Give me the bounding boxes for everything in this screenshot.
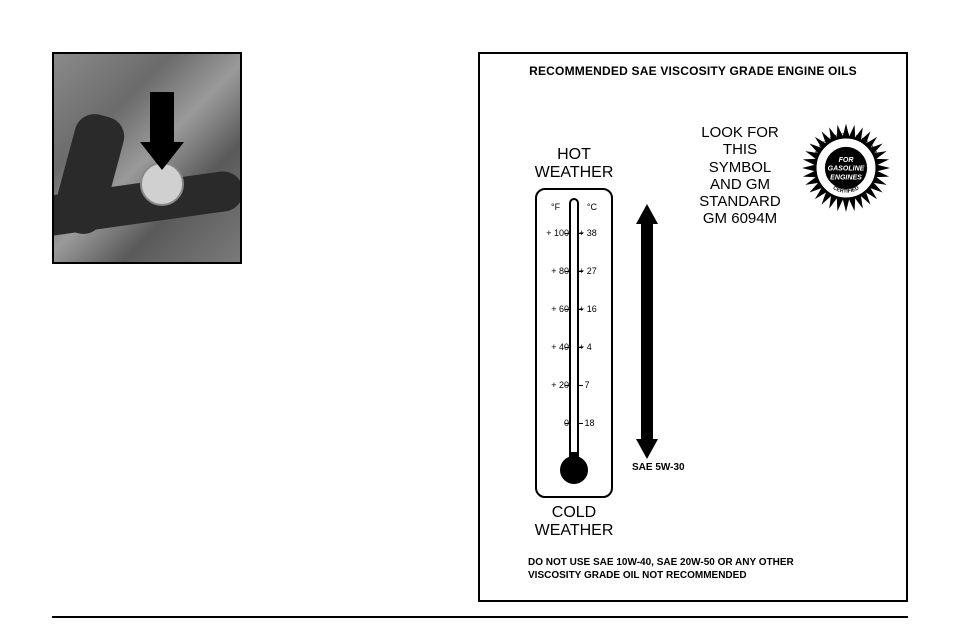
thermometer-tick: + 20- 7 <box>537 380 611 392</box>
page-divider <box>52 616 908 618</box>
tick-celsius: + 16 <box>579 304 607 314</box>
api-starburst-seal-icon: AMERICAN PETROLEUM INSTITUTE CERTIFIED F… <box>802 124 890 212</box>
thermometer-icon: °F °C + 100+ 38+ 80+ 27+ 60+ 16+ 40+ 4+ … <box>535 188 613 498</box>
look-for-text: LOOK FOR THIS SYMBOL AND GM STANDARD GM … <box>690 124 790 228</box>
seal-inner-text: FOR <box>839 157 855 164</box>
tick-celsius: - 18 <box>579 418 607 428</box>
label-text: LOOK FOR <box>701 124 779 141</box>
thermometer-tick: + 100+ 38 <box>537 228 611 240</box>
label-text: WEATHER <box>535 522 614 539</box>
label-text: THIS SYMBOL <box>709 141 772 175</box>
pointer-arrow-icon <box>150 92 184 170</box>
thermometer-bulb <box>560 456 588 484</box>
cold-weather-label: COLD WEATHER <box>524 504 624 539</box>
thermometer-tick: + 80+ 27 <box>537 266 611 278</box>
thermometer-tick: + 60+ 16 <box>537 304 611 316</box>
engine-photo <box>52 52 242 264</box>
chart-title: RECOMMENDED SAE VISCOSITY GRADE ENGINE O… <box>480 64 906 78</box>
label-text: STANDARD <box>699 193 780 210</box>
thermometer-tick: 0- 18 <box>537 418 611 430</box>
sae-grade-label: SAE 5W-30 <box>632 462 685 473</box>
tick-celsius: - 7 <box>579 380 607 390</box>
label-text: VISCOSITY GRADE OIL NOT RECOMMENDED <box>528 570 747 581</box>
viscosity-chart: RECOMMENDED SAE VISCOSITY GRADE ENGINE O… <box>478 52 908 602</box>
label-text: DO NOT USE SAE 10W-40, SAE 20W-50 OR ANY… <box>528 557 794 568</box>
unit-celsius: °C <box>587 202 597 212</box>
footnote-text: DO NOT USE SAE 10W-40, SAE 20W-50 OR ANY… <box>528 557 868 582</box>
seal-inner-text: GASOLINE <box>828 166 865 173</box>
hot-weather-label: HOT WEATHER <box>524 146 624 181</box>
label-text: AND GM <box>710 176 770 193</box>
tick-celsius: + 27 <box>579 266 607 276</box>
viscosity-range-arrow-icon <box>636 204 658 459</box>
label-text: HOT <box>557 146 591 163</box>
unit-fahrenheit: °F <box>551 202 560 212</box>
thermometer-tick: + 40+ 4 <box>537 342 611 354</box>
seal-inner-text: ENGINES <box>830 174 862 181</box>
label-text: WEATHER <box>535 164 614 181</box>
tick-celsius: + 38 <box>579 228 607 238</box>
label-text: COLD <box>552 504 596 521</box>
label-text: GM 6094M <box>703 210 777 227</box>
tick-celsius: + 4 <box>579 342 607 352</box>
